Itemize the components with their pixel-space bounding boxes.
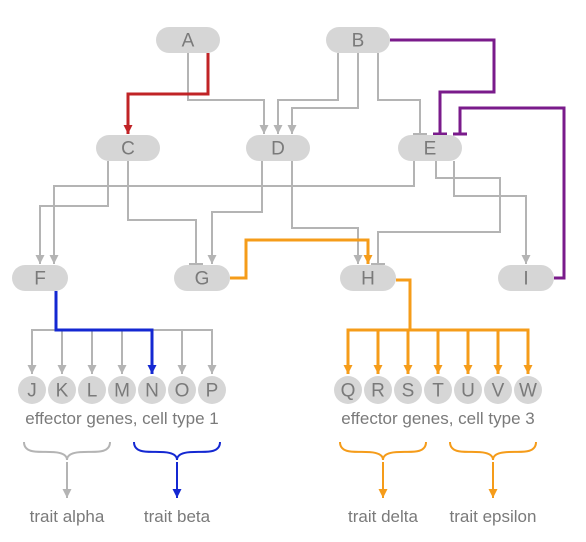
node-label-G: G [195,269,210,290]
edge-F-N [56,291,152,374]
arrowhead-H-W [524,365,533,374]
node-label-E: E [424,139,437,160]
trait-label-1: trait beta [144,507,211,526]
node-label-L: L [87,381,98,402]
edge-B-E [378,53,420,134]
arrowhead-H-R [374,365,383,374]
braces-layer [24,442,536,498]
edge-H-T [396,280,438,374]
arrowhead-H-T [434,365,443,374]
brace-2 [340,442,426,460]
brace-3 [450,442,536,460]
arrowhead-F-J [28,365,37,374]
arrowhead-A-C [124,125,133,134]
node-label-I: I [523,269,528,290]
edges-layer [28,40,565,374]
arrowhead-E-I [522,255,531,264]
nodes-layer: A B C D E F G H I JKLMNOP QRSTUVW [12,27,554,404]
trait-label-3: trait epsilon [450,507,537,526]
node-label-B: B [352,31,365,52]
edge-B-E2 [390,40,494,134]
arrowhead-A-D [260,125,269,134]
arrowhead-C-F [36,255,45,264]
caption-1: effector genes, cell type 3 [341,409,534,428]
node-label-V: V [492,381,505,402]
edge-B-D2 [292,53,358,134]
captions-layer: effector genes, cell type 1 effector gene… [25,409,534,428]
arrowhead-H-U [464,365,473,374]
arrowhead-H-S [404,365,413,374]
edge-A-C [128,53,208,134]
edge-D-G [212,161,262,264]
node-label-H: H [361,269,375,290]
brace-arrowhead-3 [489,489,498,498]
arrowhead-G-H [364,255,373,264]
node-label-R: R [371,381,385,402]
node-label-J: J [27,381,37,402]
arrowhead-D-G [208,255,217,264]
node-label-U: U [461,381,475,402]
edge-I-E [460,108,564,278]
traits-layer: trait alpha trait beta trait delta trait ep… [30,507,537,526]
brace-arrowhead-0 [63,489,72,498]
edge-H-W [396,280,528,374]
arrowhead-E-F [50,255,59,264]
node-label-A: A [182,31,195,52]
arrowhead-F-K [58,365,67,374]
arrowhead-B-D2 [288,125,297,134]
edge-F-O [56,291,182,374]
arrowhead-D-H [354,255,363,264]
node-label-N: N [145,381,159,402]
node-label-S: S [402,381,415,402]
gene-network-diagram: A B C D E F G H I JKLMNOP QRSTUVW effector genes, … [0,0,586,542]
edge-B-D [278,53,338,134]
arrowhead-F-N [148,365,157,374]
edge-E-I [454,161,526,264]
arrowhead-H-Q [344,365,353,374]
trait-label-2: trait delta [348,507,418,526]
edge-D-H [292,161,358,264]
caption-0: effector genes, cell type 1 [25,409,218,428]
brace-0 [24,442,110,460]
arrowhead-H-V [494,365,503,374]
arrowhead-F-O [178,365,187,374]
brace-1 [134,442,220,460]
arrowhead-F-M [118,365,127,374]
node-label-D: D [271,139,285,160]
trait-label-0: trait alpha [30,507,105,526]
arrowhead-B-D [274,125,283,134]
arrowhead-F-L [88,365,97,374]
node-label-C: C [121,139,135,160]
node-label-O: O [175,381,190,402]
edge-H-R [378,280,410,374]
edge-C-G [128,161,196,264]
edge-F-M [56,291,122,374]
edge-F-J [32,291,56,374]
node-label-K: K [56,381,69,402]
node-label-M: M [114,381,130,402]
node-label-Q: Q [341,381,356,402]
node-label-W: W [519,381,537,402]
edge-F-P [56,291,212,374]
node-label-P: P [206,381,219,402]
brace-arrowhead-2 [379,489,388,498]
edge-H-S [396,280,410,374]
node-label-T: T [432,381,444,402]
brace-arrowhead-1 [173,489,182,498]
node-label-F: F [34,269,46,290]
edge-C-F [40,161,108,264]
edge-E-Hb [378,161,500,264]
arrowhead-F-P [208,365,217,374]
